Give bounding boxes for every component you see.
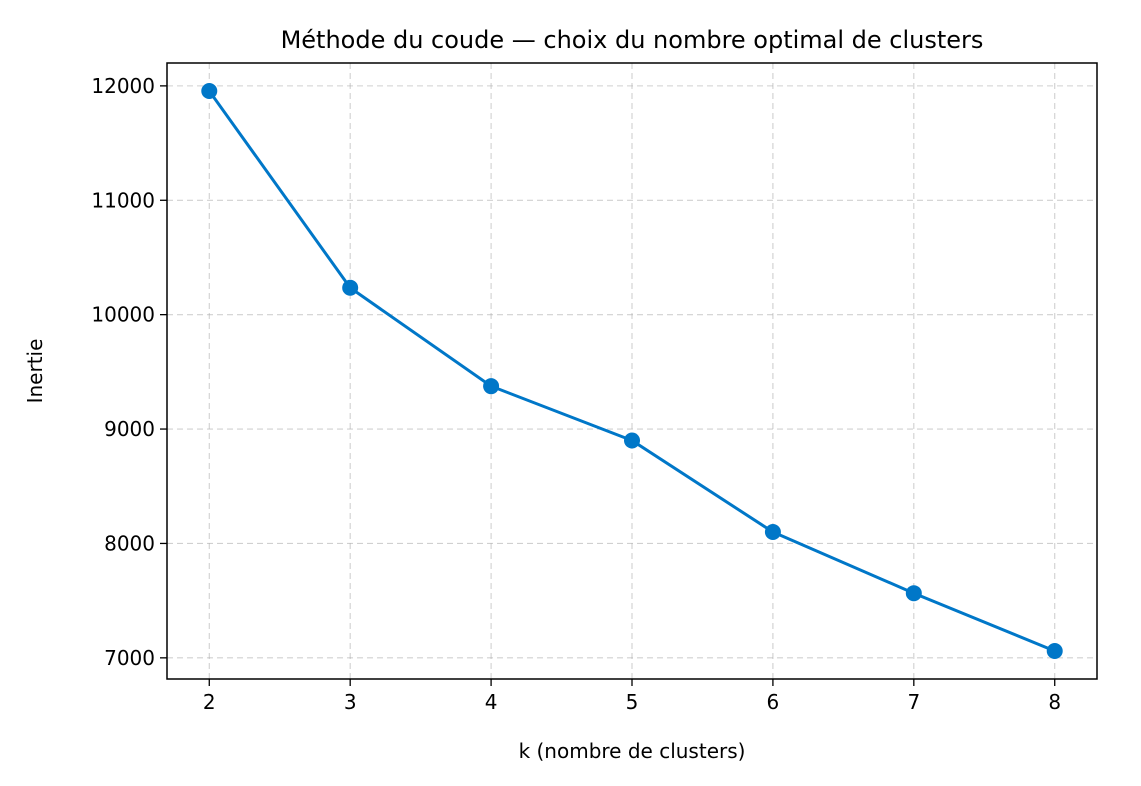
x-tick-label: 8 xyxy=(1048,690,1061,714)
data-point xyxy=(764,524,781,541)
x-tick-label: 7 xyxy=(907,690,920,714)
x-axis-label: k (nombre de clusters) xyxy=(519,739,746,763)
data-point xyxy=(342,279,359,296)
data-point xyxy=(624,432,640,449)
data-point xyxy=(1046,642,1063,659)
y-tick-label: 12000 xyxy=(91,74,155,98)
data-point xyxy=(483,378,500,395)
y-axis: 7000 8000 9000 10000 11000 12000 xyxy=(91,74,167,670)
x-tick-label: 4 xyxy=(485,690,498,714)
data-point xyxy=(905,585,922,602)
y-tick-label: 7000 xyxy=(104,646,155,670)
y-tick-label: 9000 xyxy=(104,417,155,441)
data-point xyxy=(201,83,218,100)
y-tick-label: 11000 xyxy=(91,188,155,212)
x-axis: 2 3 4 5 6 7 8 xyxy=(203,679,1061,714)
series-layer xyxy=(201,83,1063,659)
y-tick-label: 8000 xyxy=(104,531,155,555)
x-tick-label: 5 xyxy=(626,690,639,714)
x-tick-label: 6 xyxy=(767,690,780,714)
chart-title: Méthode du coude — choix du nombre optim… xyxy=(281,26,984,54)
y-tick-label: 10000 xyxy=(91,303,155,327)
grid-layer xyxy=(167,63,1097,679)
x-tick-label: 3 xyxy=(344,690,357,714)
y-axis-label: Inertie xyxy=(23,339,47,404)
x-tick-label: 2 xyxy=(203,690,216,714)
